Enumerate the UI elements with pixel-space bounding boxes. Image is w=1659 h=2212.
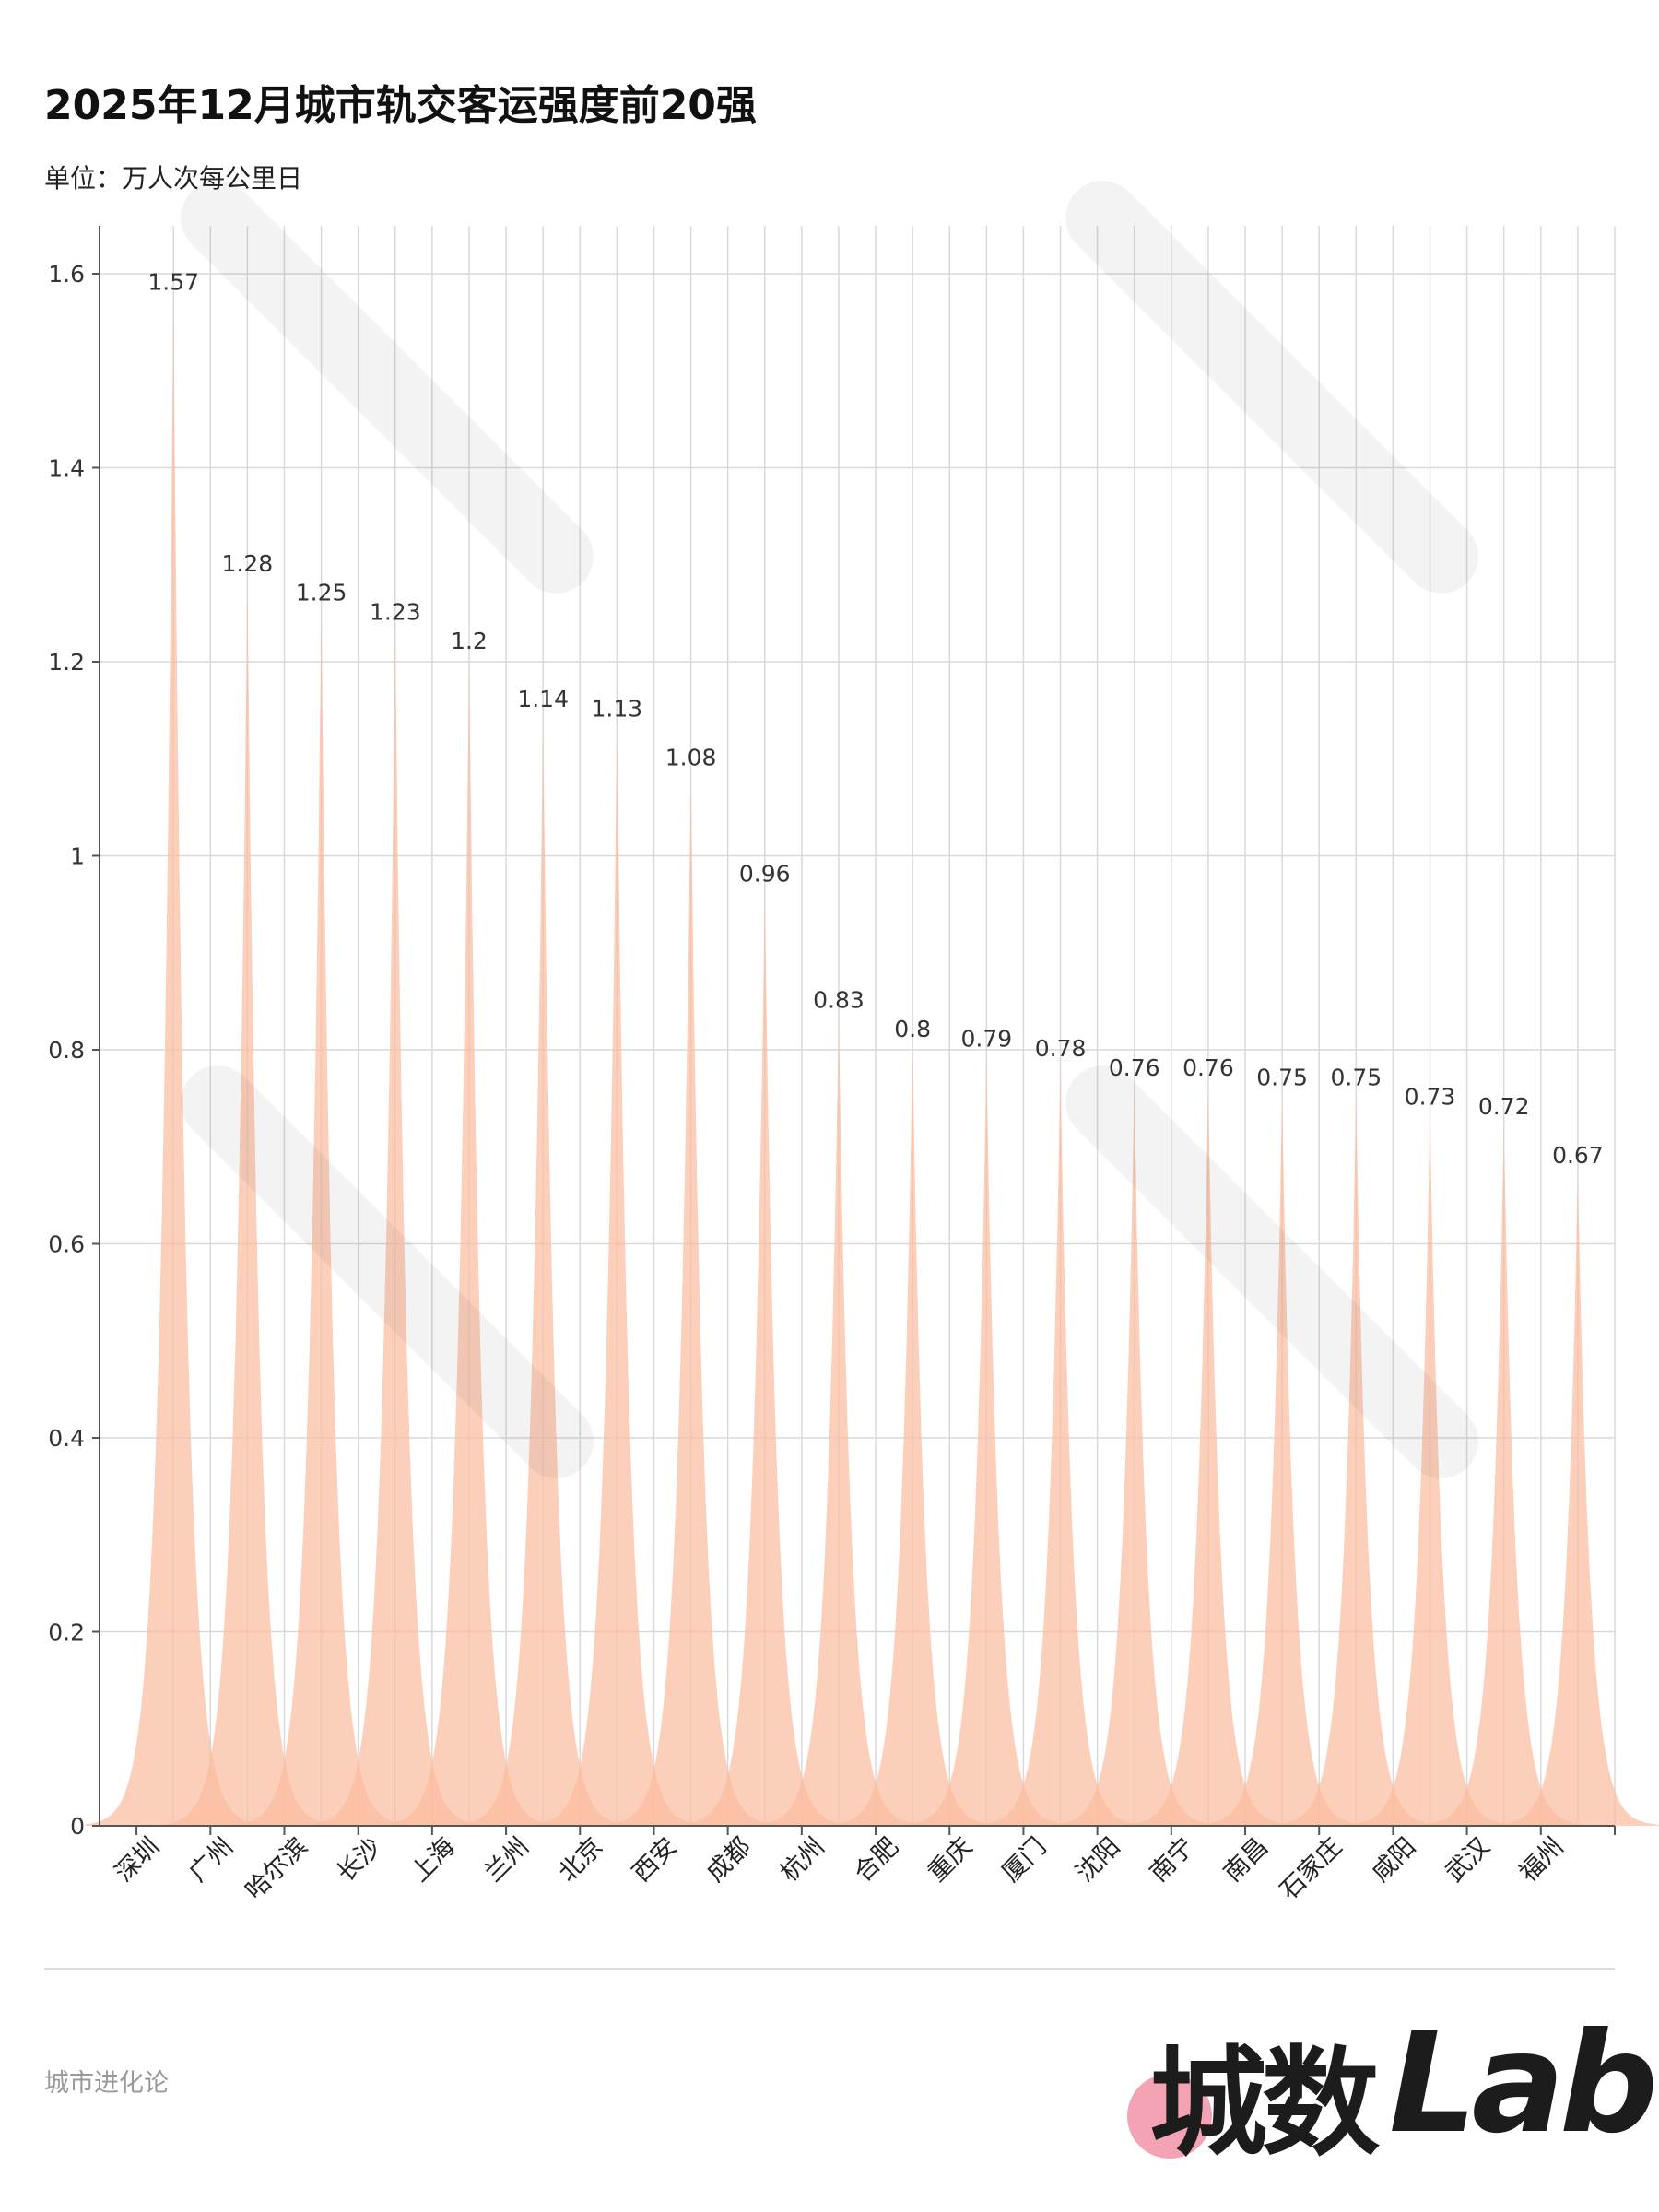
y-tick-label: 0.6 — [48, 1231, 85, 1258]
x-tick-labels: 深圳 广州 哈尔滨 长沙 上海 兰州 北京 西安 成都 杭州 合肥 重庆 厦门 沈阳 南宁 南昌 石家庄 咸阳 武汉… — [110, 1832, 1570, 1905]
x-tick-label: 成都 — [701, 1832, 757, 1888]
value-label: 0.78 — [1035, 1035, 1087, 1062]
x-tick-label: 西安 — [627, 1832, 682, 1888]
y-tick-label: 0.2 — [48, 1619, 85, 1646]
area-spike-厦门 — [971, 1069, 1149, 1826]
value-label: 0.75 — [1256, 1065, 1308, 1091]
x-tick-label: 重庆 — [923, 1832, 978, 1888]
area-spike-重庆 — [898, 1059, 1076, 1826]
area-spike-北京 — [528, 729, 706, 1827]
area-spike-沈阳 — [1045, 1088, 1223, 1826]
footer-divider — [44, 1968, 1615, 1970]
x-tick-label: 厦门 — [996, 1832, 1052, 1888]
y-tick-label: 0.8 — [48, 1037, 85, 1064]
y-tick-labels: 0 0.2 0.4 0.6 0.8 1 1.2 1.4 1.6 — [48, 261, 85, 1840]
x-tick-label: 北京 — [553, 1832, 608, 1888]
value-label: 1.23 — [370, 598, 421, 625]
area-spike-哈尔滨 — [232, 613, 410, 1826]
value-label: 0.72 — [1478, 1093, 1530, 1120]
area-spike-兰州 — [453, 720, 632, 1827]
x-tick-label: 上海 — [406, 1832, 461, 1888]
value-label: 1.2 — [451, 628, 488, 654]
x-tick-label: 合肥 — [849, 1832, 904, 1888]
x-tick-label: 南昌 — [1218, 1832, 1274, 1888]
x-tick-label: 兰州 — [479, 1832, 535, 1888]
x-tick-label: 武汉 — [1441, 1832, 1496, 1888]
y-tick-label: 1 — [70, 843, 85, 870]
value-label: 0.8 — [894, 1016, 931, 1042]
y-tick-label: 1.2 — [48, 649, 85, 676]
value-label: 0.75 — [1330, 1065, 1382, 1091]
area-spike-长沙 — [306, 632, 484, 1826]
logo-en-text: Lab. — [1389, 2004, 1659, 2164]
area-spike-西安 — [602, 778, 780, 1826]
brand-logo: 城数 Lab. — [1120, 2000, 1659, 2172]
x-tick-label: 石家庄 — [1275, 1832, 1347, 1905]
value-label: 0.73 — [1405, 1084, 1456, 1111]
value-label: 0.96 — [739, 861, 791, 888]
value-label: 1.08 — [665, 744, 717, 771]
y-tick-label: 1.6 — [48, 261, 85, 288]
area-spike-合肥 — [823, 1050, 1002, 1826]
area-spike-石家庄 — [1267, 1098, 1445, 1826]
page-title: 2025年12月城市轨交客运强度前20强 — [44, 82, 757, 129]
area-spike-福州 — [1488, 1175, 1659, 1826]
value-label: 1.13 — [592, 696, 643, 723]
x-tick-label: 深圳 — [110, 1832, 165, 1888]
y-tick-label: 0 — [70, 1813, 85, 1840]
x-tick-label: 杭州 — [775, 1832, 830, 1888]
area-spike-广州 — [159, 583, 336, 1826]
area-spike-南宁 — [1119, 1088, 1298, 1826]
x-tick-label: 咸阳 — [1366, 1832, 1421, 1888]
area-spike-武汉 — [1415, 1127, 1593, 1826]
value-label: 1.25 — [296, 579, 347, 606]
value-label: 0.79 — [961, 1026, 1013, 1053]
value-label: 0.67 — [1552, 1142, 1604, 1169]
value-labels: 1.57 1.28 1.25 1.23 1.2 1.14 1.13 1.08 0.96 0.83 0… — [147, 269, 1603, 1169]
area-spike-上海 — [380, 662, 559, 1826]
value-label: 0.76 — [1109, 1054, 1160, 1081]
x-tick-label: 沈阳 — [1071, 1832, 1126, 1888]
logo-cn-text: 城数 — [1149, 2035, 1380, 2172]
x-tick-label: 广州 — [183, 1832, 239, 1888]
area-spike-南昌 — [1193, 1098, 1371, 1826]
x-tick-label: 哈尔滨 — [240, 1832, 312, 1905]
unit-subtitle: 单位：万人次每公里日 — [44, 163, 303, 194]
x-tick-label: 福州 — [1514, 1832, 1570, 1888]
value-label: 0.76 — [1182, 1054, 1234, 1081]
value-label: 1.14 — [517, 686, 569, 712]
area-series — [85, 302, 1659, 1827]
axes — [92, 226, 1616, 1835]
value-label: 1.28 — [222, 550, 274, 577]
x-tick-label: 南宁 — [1145, 1832, 1200, 1888]
value-label: 0.83 — [813, 986, 865, 1013]
source-text: 城市进化论 — [44, 2069, 169, 2098]
value-label: 1.57 — [147, 269, 199, 296]
spike-area-chart: 0 0.2 0.4 0.6 0.8 1 1.2 1.4 1.6 深圳 广州 哈尔滨 长沙 上海 兰州 北京西… — [48, 226, 1659, 1905]
y-tick-label: 1.4 — [48, 455, 85, 482]
logo-dot — [1127, 2074, 1212, 2159]
area-spike-成都 — [676, 894, 853, 1826]
area-spike-杭州 — [749, 1020, 928, 1826]
area-spike-咸阳 — [1341, 1117, 1519, 1826]
y-tick-label: 0.4 — [48, 1425, 85, 1452]
area-spike-深圳 — [85, 302, 263, 1827]
x-tick-label: 长沙 — [332, 1832, 387, 1888]
